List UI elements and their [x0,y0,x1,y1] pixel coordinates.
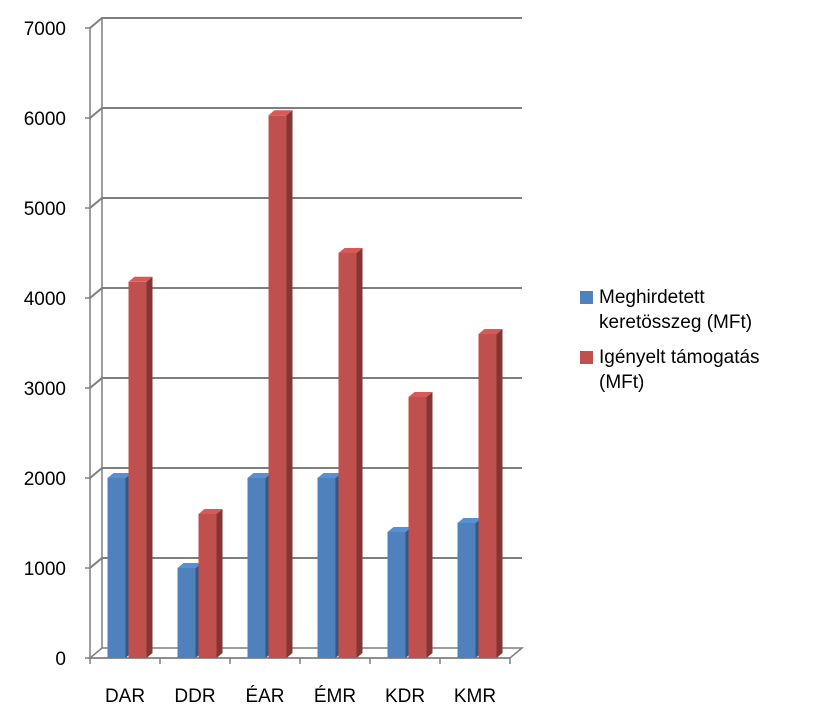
x-tick-label: ÉAR [245,686,284,705]
chart-walls [87,18,525,659]
gridlines [89,17,522,569]
legend-item-series-1: Meghirdetett keretösszeg (MFt) [580,285,810,335]
x-tick-label: KDR [385,686,425,705]
legend-item-series-2: Igényelt támogatás (MFt) [580,345,810,395]
x-tick-label: DDR [174,686,215,705]
bar [338,248,363,658]
y-tick-label: 3000 [24,379,66,400]
bar [198,509,223,658]
bar [387,527,412,658]
bar [317,473,342,658]
y-tick-label: 6000 [24,109,66,130]
legend-label-series-1: Meghirdetett keretösszeg (MFt) [599,287,753,333]
legend-label-series-2: Igényelt támogatás (MFt) [599,347,760,393]
bar [177,563,202,658]
gridline [89,197,522,209]
y-tick-label: 2000 [24,469,66,490]
bar [128,276,153,658]
y-tick-label: 4000 [24,289,66,310]
bar [268,110,293,659]
bar [247,473,272,658]
bar [478,329,503,658]
bar [457,518,482,658]
gridline [89,17,522,29]
y-tick-label: 5000 [24,199,66,220]
gridline [89,377,522,389]
legend-swatch-series-2 [580,351,593,364]
bar [107,473,132,658]
x-tick-label: KMR [454,686,496,705]
gridline [89,287,522,299]
legend-swatch-series-1 [580,291,593,304]
y-tick-label: 0 [55,649,66,670]
bar [408,392,433,658]
gridline [89,107,522,119]
x-tick-label: DAR [105,686,145,705]
legend: Meghirdetett keretösszeg (MFt) Igényelt … [580,285,810,405]
y-tick-label: 1000 [24,559,66,580]
y-tick-label: 7000 [24,19,66,40]
axes [85,27,511,664]
gridline [89,557,522,569]
y-axis-ticks: 0 1000 2000 3000 4000 5000 6000 7000 [24,19,66,670]
x-tick-label: ÉMR [314,686,356,705]
x-axis-ticks: DAR DDR ÉAR ÉMR KDR KMR [105,686,496,705]
floor [87,647,525,659]
bars [107,110,503,659]
gridline [89,467,522,479]
